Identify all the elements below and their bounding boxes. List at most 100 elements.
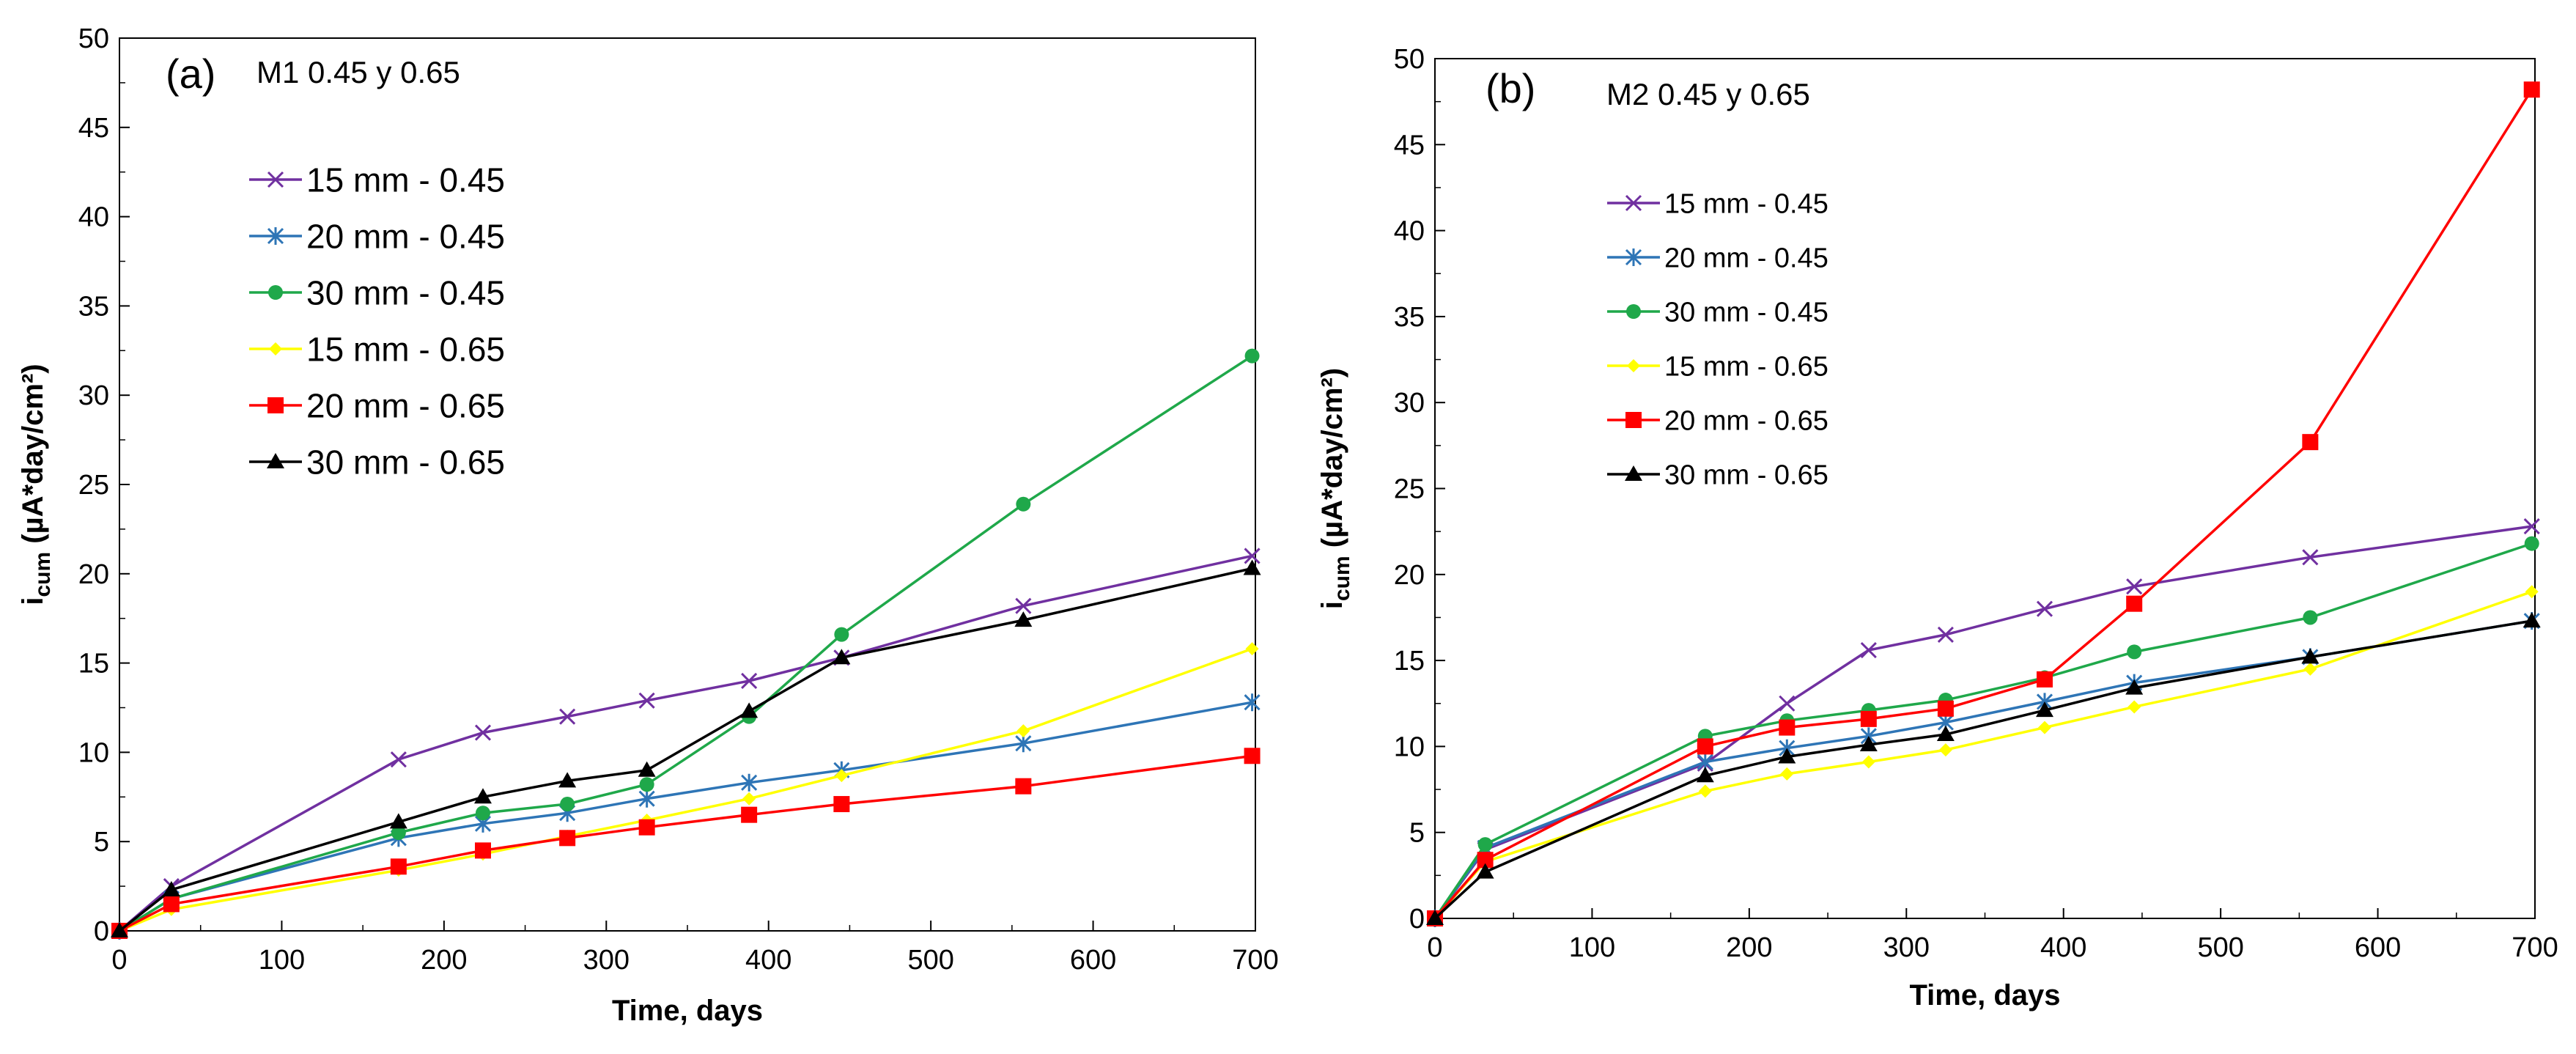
- y-tick-label: 25: [78, 470, 109, 501]
- data-point: [389, 813, 407, 829]
- data-point: [1476, 863, 1494, 879]
- data-point: [1861, 755, 1875, 769]
- series-line: [1433, 619, 2532, 920]
- legend-marker: [1626, 304, 1641, 319]
- series-line: [1433, 590, 2533, 920]
- data-point: [1696, 767, 1714, 783]
- data-point: [1015, 734, 1032, 753]
- data-point: [2127, 700, 2141, 714]
- legend: 15 mm - 0.45 20 mm - 0.45 30 mm - 0.45 15 m…: [249, 161, 505, 482]
- y-axis-title: icum (µA*day/cm²): [17, 364, 55, 605]
- x-tick-label: 700: [2512, 932, 2558, 963]
- legend-item: 15 mm - 0.45: [1607, 189, 1828, 220]
- series-3: [112, 348, 1260, 938]
- data-point: [1244, 693, 1261, 712]
- data-point: [1937, 626, 1954, 643]
- y-tick-label: 50: [78, 23, 109, 54]
- data-point: [833, 649, 851, 665]
- legend-marker: [1625, 194, 1642, 212]
- legend-marker: [1625, 412, 1642, 428]
- data-point: [834, 627, 849, 642]
- legend-label: 20 mm - 0.45: [306, 218, 505, 256]
- chart-panel-b: 0 5 10 15 20 25 30 35 40 45 50 0 100 200 300 400 500 600 7…: [1288, 0, 2576, 1050]
- x-tick-label: 500: [907, 945, 953, 976]
- data-point: [2036, 600, 2053, 617]
- data-point: [2524, 536, 2539, 551]
- data-point: [1698, 784, 1712, 798]
- data-point: [1936, 725, 1955, 741]
- data-point: [2126, 578, 2143, 595]
- legend-item: 20 mm - 0.45: [1607, 243, 1828, 274]
- x-tick-label: 300: [583, 945, 630, 976]
- data-point: [1243, 559, 1261, 575]
- legend-marker: [267, 453, 284, 468]
- x-tick-label: 600: [2355, 932, 2401, 963]
- data-point: [638, 692, 655, 709]
- series-5: [1427, 81, 2540, 926]
- x-tick-label: 100: [259, 945, 305, 976]
- legend-label: 30 mm - 0.45: [1664, 298, 1828, 328]
- data-point: [391, 825, 406, 841]
- x-tick-label: 100: [1569, 932, 1615, 963]
- data-point: [1779, 695, 1796, 712]
- data-point: [742, 792, 756, 806]
- plot-area-frame: [1434, 58, 2536, 919]
- y-tick-label: 50: [1394, 44, 1425, 75]
- data-point: [741, 806, 758, 823]
- legend-label: 15 mm - 0.65: [306, 331, 505, 369]
- x-tick-label: 600: [1070, 945, 1116, 976]
- series-line: [119, 701, 1252, 932]
- data-point: [1860, 641, 1877, 659]
- series-6: [1426, 612, 2541, 925]
- y-axis-title: icum (µA*day/cm²): [1316, 368, 1354, 609]
- x-tick-label: 0: [1427, 932, 1442, 963]
- x-tick-label: 200: [421, 945, 467, 976]
- series-line: [1433, 525, 2532, 920]
- data-point: [2303, 662, 2317, 676]
- y-tick-label: 40: [1394, 216, 1425, 247]
- data-point: [162, 880, 180, 896]
- legend-item: 20 mm - 0.45: [249, 218, 505, 256]
- data-point: [1938, 743, 1952, 757]
- data-point: [390, 858, 407, 875]
- y-tick-label: 35: [78, 291, 109, 322]
- chart-title: M2 0.45 y 0.65: [1606, 77, 1810, 111]
- data-point: [2523, 612, 2541, 628]
- data-point: [474, 788, 492, 804]
- legend-label: 15 mm - 0.65: [1664, 352, 1828, 383]
- data-point: [2127, 644, 2142, 660]
- y-tick-label: 30: [1394, 388, 1425, 419]
- legend-marker: [267, 227, 284, 245]
- data-point: [1015, 597, 1032, 614]
- legend-label: 20 mm - 0.65: [1664, 406, 1828, 437]
- series-1: [1426, 518, 2540, 927]
- data-point: [2035, 701, 2053, 718]
- data-point: [638, 761, 656, 777]
- legend-item: 30 mm - 0.65: [1607, 460, 1828, 491]
- x-tick-label: 700: [1232, 945, 1278, 976]
- legend-label: 30 mm - 0.65: [1664, 460, 1828, 491]
- legend-label: 20 mm - 0.45: [1664, 243, 1828, 274]
- data-point: [1477, 852, 1494, 869]
- legend-item: 30 mm - 0.65: [249, 443, 505, 482]
- legend-item: 30 mm - 0.45: [1607, 298, 1828, 328]
- legend-item: 15 mm - 0.45: [249, 161, 505, 199]
- legend-marker: [268, 285, 283, 300]
- y-tick-label: 20: [1394, 560, 1425, 591]
- y-tick-label: 45: [1394, 130, 1425, 161]
- series-line: [1433, 619, 2532, 920]
- data-point: [1860, 710, 1877, 727]
- data-point: [1016, 496, 1031, 512]
- data-point: [2301, 648, 2319, 664]
- legend-item: 20 mm - 0.65: [1607, 406, 1828, 437]
- data-point: [1780, 767, 1794, 781]
- series-5: [111, 748, 1261, 939]
- data-point: [1477, 837, 1493, 852]
- panel-label: (a): [166, 51, 215, 97]
- legend-label: 30 mm - 0.45: [306, 274, 505, 312]
- data-point: [559, 830, 576, 847]
- series-line: [1433, 542, 2533, 919]
- data-point: [559, 708, 576, 725]
- data-point: [2126, 595, 2143, 612]
